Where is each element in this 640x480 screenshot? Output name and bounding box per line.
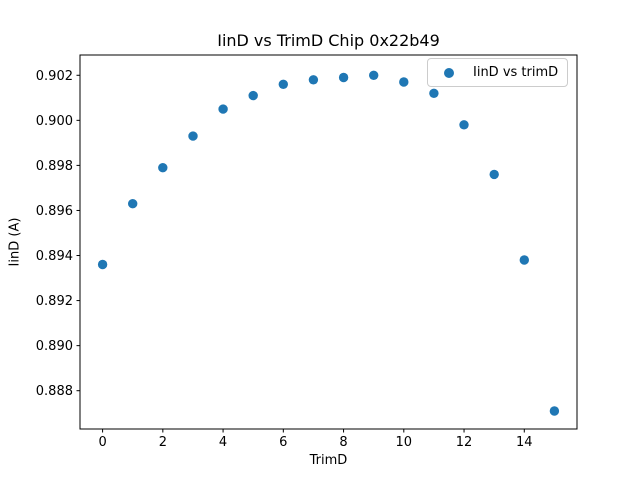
- scatter-point: [278, 79, 288, 90]
- scatter-point: [399, 77, 409, 87]
- x-tick-label: 4: [219, 435, 227, 450]
- y-tick-label: 0.902: [36, 69, 73, 84]
- scatter-point: [489, 169, 499, 180]
- x-tick-label: 14: [516, 435, 533, 450]
- chart-title: IinD vs TrimD Chip 0x22b49: [217, 31, 440, 50]
- scatter-point: [308, 75, 319, 85]
- scatter-point: [158, 163, 168, 173]
- legend-marker-icon: [444, 67, 454, 78]
- x-tick-label: 6: [279, 435, 287, 450]
- x-tick-label: 2: [159, 435, 167, 450]
- y-tick-label: 0.896: [36, 204, 73, 219]
- y-tick-label: 0.894: [36, 249, 73, 264]
- scatter-point: [218, 104, 228, 114]
- axes-spines: [79, 54, 578, 430]
- scatter-point: [459, 120, 469, 130]
- x-tick-label: 12: [456, 435, 473, 450]
- scatter-point: [549, 406, 560, 416]
- y-tick-label: 0.892: [36, 294, 73, 309]
- legend-label: IinD vs trimD: [473, 65, 559, 80]
- y-tick-label: 0.900: [36, 114, 73, 129]
- scatter-point: [338, 72, 349, 83]
- scatter-point: [188, 131, 198, 141]
- x-axis-label: TrimD: [309, 453, 348, 468]
- scatter-point: [369, 70, 379, 81]
- x-tick-label: 8: [339, 435, 347, 450]
- legend: IinD vs trimD: [427, 58, 568, 87]
- y-tick-label: 0.898: [36, 159, 73, 174]
- scatter-point: [519, 255, 529, 265]
- scatter-point: [97, 259, 108, 270]
- scatter-point: [429, 88, 439, 99]
- x-tick-label: 0: [98, 435, 106, 450]
- y-tick-label: 0.890: [36, 339, 73, 354]
- y-tick-label: 0.888: [36, 384, 73, 399]
- scatter-point: [128, 199, 138, 209]
- scatter-point: [248, 90, 258, 101]
- x-tick-label: 10: [396, 435, 413, 450]
